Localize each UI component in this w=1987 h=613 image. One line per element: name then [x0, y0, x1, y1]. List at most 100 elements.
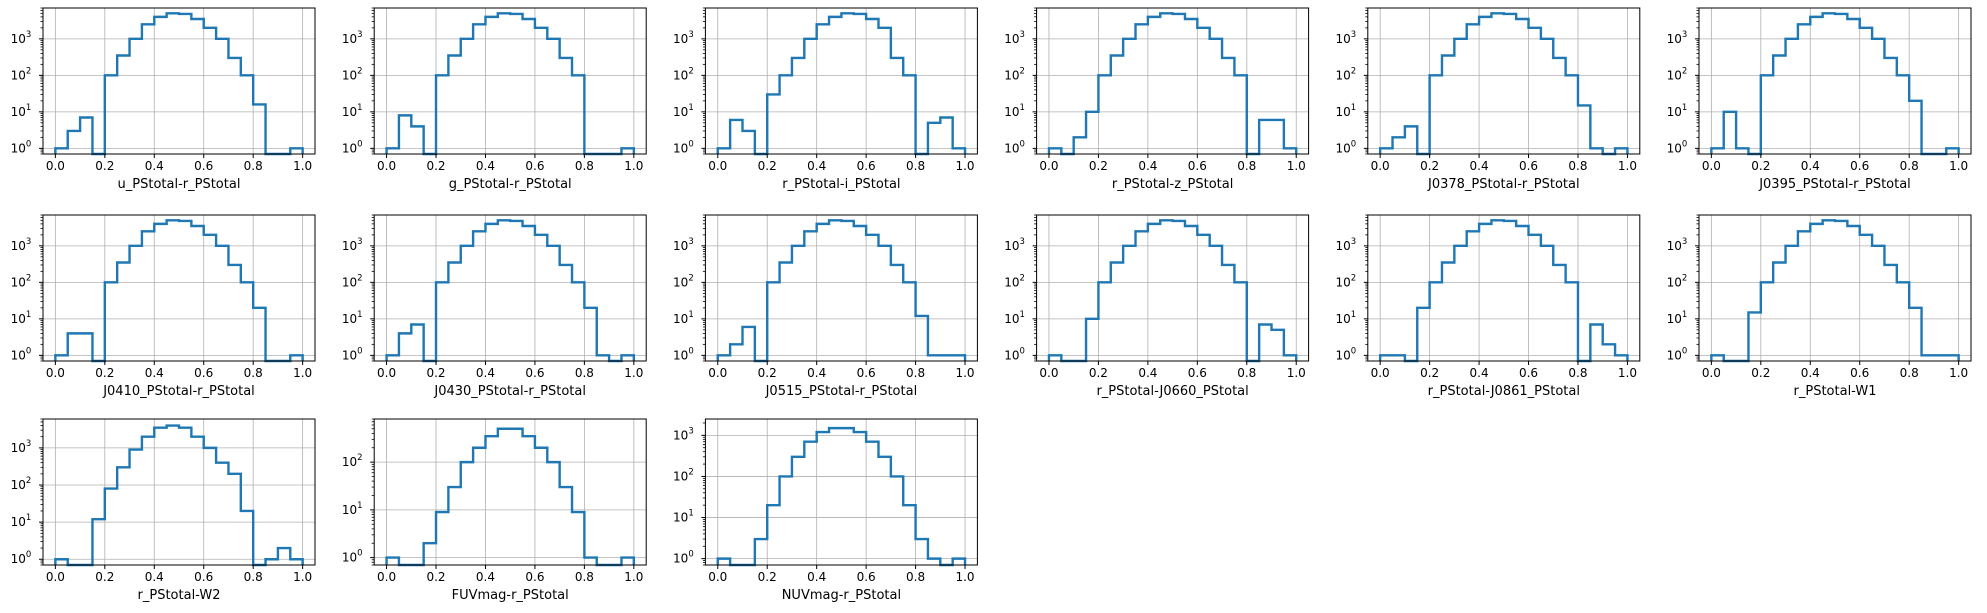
grid-lines	[43, 8, 315, 154]
x-tick-label: 0.0	[377, 159, 396, 173]
y-tick-label: 100	[1004, 139, 1025, 155]
x-tick-label: 0.4	[145, 570, 164, 584]
histogram-panel-13: 0.0 0.2 0.4 0.6 0.8 1.0 100 101 102 103 r_PStotal-…	[11, 418, 316, 603]
x-tick-label: 0.4	[1470, 366, 1489, 380]
y-tick-label: 101	[342, 310, 363, 326]
x-tick-label: 0.2	[95, 159, 114, 173]
x-axis-label: r_PStotal-W1	[1794, 384, 1877, 399]
x-tick-label: 0.6	[857, 570, 876, 584]
x-tick-label: 1.0	[624, 366, 643, 380]
y-tick-label: 101	[342, 103, 363, 119]
x-tick-label: 0.8	[1568, 366, 1587, 380]
x-axis-label: r_PStotal-z_PStotal	[1112, 177, 1234, 192]
y-tick-label: 102	[1004, 66, 1025, 82]
y-tick-label: 101	[342, 501, 363, 517]
x-tick-label: 0.6	[1188, 159, 1207, 173]
x-tick-label: 1.0	[1949, 159, 1968, 173]
x-tick-label: 0.6	[1519, 159, 1538, 173]
grid-lines	[374, 8, 647, 154]
y-tick-label: 102	[342, 273, 363, 289]
x-tick-label: 0.4	[476, 159, 495, 173]
x-tick-label: 1.0	[955, 159, 974, 173]
x-tick-label: 0.2	[1089, 366, 1108, 380]
x-tick-label: 0.0	[1039, 366, 1058, 380]
axes-frame	[373, 418, 647, 566]
histogram-panel-3: 0.0 0.2 0.4 0.6 0.8 1.0 100 101 102 103 r_PStotal-…	[673, 7, 978, 192]
y-tick-label: 102	[673, 273, 694, 289]
x-axis-label: u_PStotal-r_PStotal	[118, 177, 241, 192]
grid-lines	[43, 419, 315, 565]
y-tick-label: 103	[673, 237, 694, 253]
y-tick-label: 100	[1667, 139, 1688, 155]
y-tick-label: 103	[11, 439, 32, 455]
grid-lines	[705, 419, 978, 565]
y-tick-label: 100	[342, 139, 363, 155]
grid-lines	[1699, 215, 1971, 361]
y-tick-label: 102	[342, 66, 363, 82]
x-tick-label: 0.4	[807, 159, 826, 173]
y-tick-label: 102	[11, 273, 32, 289]
y-tick-label: 103	[1004, 30, 1025, 46]
x-tick-label: 0.4	[1138, 366, 1157, 380]
x-tick-label: 0.2	[1420, 366, 1439, 380]
histogram-step-line	[716, 219, 967, 363]
y-tick-label: 101	[1004, 310, 1025, 326]
grid-lines	[374, 419, 647, 565]
x-tick-label: 0.8	[575, 159, 594, 173]
y-tick-label: 101	[1667, 103, 1688, 119]
x-tick-label: 0.0	[46, 366, 65, 380]
y-tick-label: 103	[1667, 237, 1688, 253]
x-tick-label: 0.4	[1801, 366, 1820, 380]
x-tick-label: 0.2	[758, 366, 777, 380]
y-tick-label: 101	[11, 103, 32, 119]
x-tick-label: 0.0	[1371, 159, 1390, 173]
x-tick-label: 0.2	[1751, 159, 1770, 173]
y-tick-label: 103	[342, 30, 363, 46]
histogram-step-line	[1047, 219, 1298, 363]
x-tick-label: 0.6	[194, 366, 213, 380]
histogram-panel-6: 0.0 0.2 0.4 0.6 0.8 1.0 100 101 102 103 J0395_PSto…	[1667, 7, 1972, 192]
histogram-step-line	[716, 12, 967, 156]
x-tick-label: 0.2	[95, 570, 114, 584]
histogram-step-line	[385, 427, 636, 567]
x-tick-label: 0.6	[194, 159, 213, 173]
y-tick-label: 102	[1667, 273, 1688, 289]
x-tick-label: 0.4	[476, 366, 495, 380]
x-tick-label: 0.2	[426, 366, 445, 380]
x-axis-label: g_PStotal-r_PStotal	[449, 177, 572, 192]
x-tick-label: 0.6	[194, 570, 213, 584]
y-tick-label: 101	[673, 509, 694, 525]
y-tick-label: 100	[673, 550, 694, 566]
y-tick-label: 101	[11, 513, 32, 529]
y-tick-label: 101	[1004, 103, 1025, 119]
axes-frame	[1367, 7, 1641, 155]
histogram-panel-10: 0.0 0.2 0.4 0.6 0.8 1.0 100 101 102 103 r_PStotal-…	[1004, 214, 1310, 399]
histogram-panel-15: 0.0 0.2 0.4 0.6 0.8 1.0 100 101 102 103 NUVmag-r_P…	[673, 418, 978, 603]
axes-frame	[42, 214, 316, 362]
x-tick-label: 0.6	[1850, 366, 1869, 380]
y-tick-label: 103	[11, 30, 32, 46]
histogram-panel-5: 0.0 0.2 0.4 0.6 0.8 1.0 100 101 102 103 J0378_PSto…	[1335, 7, 1641, 192]
axes-frame	[704, 418, 978, 566]
axes-frame	[1036, 7, 1310, 155]
x-tick-label: 1.0	[955, 570, 974, 584]
histogram-panel-8: 0.0 0.2 0.4 0.6 0.8 1.0 100 101 102 103 J0430_PSto…	[342, 214, 647, 399]
axes-frame	[1036, 214, 1310, 362]
y-tick-label: 101	[1335, 103, 1356, 119]
axes-frame	[1698, 214, 1972, 362]
y-tick-label: 100	[673, 139, 694, 155]
axes-frame	[704, 214, 978, 362]
x-tick-label: 0.0	[1039, 159, 1058, 173]
histogram-step-line	[54, 424, 304, 567]
x-tick-label: 0.8	[244, 570, 263, 584]
y-tick-label: 100	[1335, 139, 1356, 155]
histogram-step-line	[385, 219, 636, 363]
x-tick-label: 0.0	[1702, 366, 1721, 380]
histogram-panel-12: 0.0 0.2 0.4 0.6 0.8 1.0 100 101 102 103 r_PStotal-…	[1667, 214, 1972, 399]
grid-lines	[705, 215, 978, 361]
x-tick-label: 0.8	[1900, 366, 1919, 380]
x-tick-label: 0.2	[758, 159, 777, 173]
y-tick-label: 101	[11, 310, 32, 326]
x-tick-label: 0.2	[758, 570, 777, 584]
